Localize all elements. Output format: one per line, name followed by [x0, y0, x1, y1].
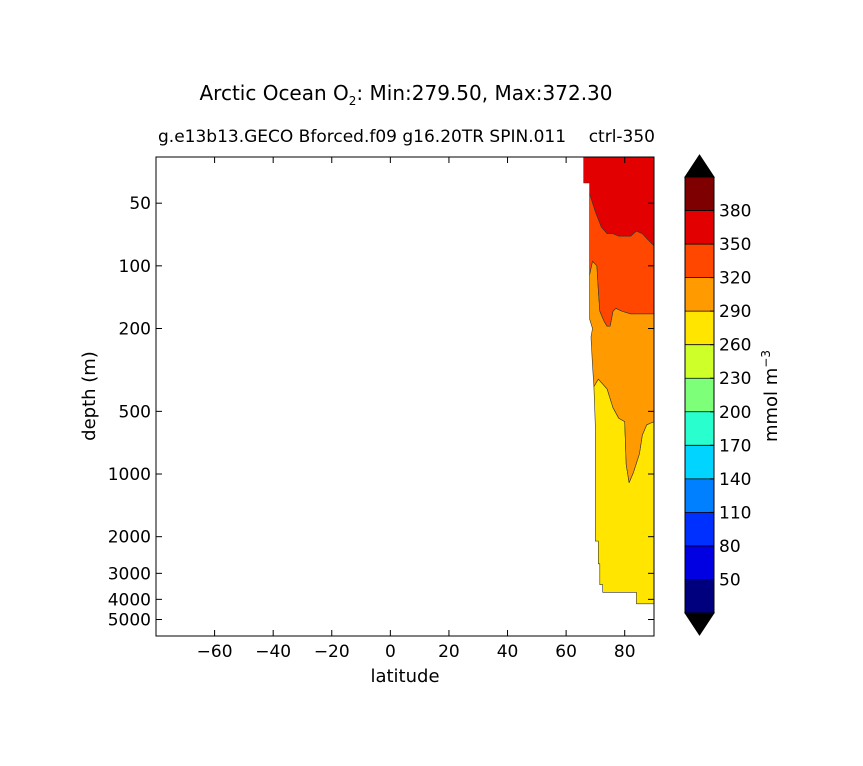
colorbar-tick-label: 230	[719, 369, 751, 389]
colorbar-segment	[685, 177, 714, 211]
colorbar-segment	[685, 244, 714, 278]
x-tick-label: 60	[555, 642, 577, 662]
colorbar-segment	[685, 344, 714, 379]
colorbar-segment	[685, 512, 714, 546]
chart-title-suffix: : Min:279.50, Max:372.30	[356, 81, 612, 105]
y-tick-label: 50	[129, 194, 151, 214]
colorbar-segment	[685, 445, 714, 479]
colorbar-segment	[685, 210, 714, 245]
x-tick-label: 40	[497, 642, 519, 662]
colorbar-tick-label: 350	[719, 235, 751, 255]
x-tick-label: −20	[314, 642, 350, 662]
plot-area	[156, 157, 654, 636]
colorbar: 50 80 110 140 170 200 230 260 290 320 350 380	[684, 154, 751, 636]
colorbar-tick-label: 320	[719, 269, 751, 289]
chart-title-subscript: 2	[349, 94, 357, 108]
y-tick-label: 100	[119, 257, 151, 277]
y-tick-label: 5000	[108, 611, 151, 631]
colorbar-segment	[685, 311, 714, 345]
y-tick-label: 4000	[108, 590, 151, 610]
colorbar-label: mmol m−3	[759, 350, 782, 442]
x-tick-label: 0	[385, 642, 396, 662]
colorbar-segment	[685, 378, 714, 412]
y-tick-label: 500	[119, 402, 151, 422]
y-tick-label: 3000	[108, 564, 151, 584]
y-tick-label: 200	[119, 320, 151, 340]
colorbar-segment	[685, 579, 714, 613]
chart-title-prefix: Arctic Ocean O	[199, 81, 348, 105]
colorbar-tick-label: 50	[719, 570, 741, 590]
contour-region-3	[583, 157, 654, 246]
x-tick-label: 20	[438, 642, 460, 662]
colorbar-segment	[685, 411, 714, 446]
x-axis-label: latitude	[370, 666, 439, 687]
colorbar-tick-label: 80	[719, 537, 741, 557]
colorbar-tick-label: 110	[719, 503, 751, 523]
colorbar-tick-label: 380	[719, 202, 751, 222]
colorbar-segment	[685, 277, 714, 312]
y-axis-label: depth (m)	[79, 351, 100, 441]
chart-subtitle-right: ctrl-350	[589, 127, 655, 147]
y-tick-label: 2000	[108, 528, 151, 548]
colorbar-tick-label: 290	[719, 302, 751, 322]
chart-title: Arctic Ocean O2: Min:279.50, Max:372.30	[199, 81, 612, 108]
colorbar-under-arrow	[684, 612, 715, 636]
colorbar-label-base: mmol m	[761, 368, 782, 442]
colorbar-frame	[684, 176, 715, 614]
colorbar-tick-label: 200	[719, 403, 751, 423]
x-axis: −60 −40 −20 0 20 40 60 80	[197, 157, 636, 662]
colorbar-segment	[685, 478, 714, 513]
colorbar-segment	[685, 545, 714, 580]
x-tick-label: −40	[255, 642, 291, 662]
x-tick-label: −60	[197, 642, 233, 662]
colorbar-tick-label: 260	[719, 336, 751, 356]
colorbar-over-arrow	[684, 154, 715, 178]
plot-frame	[155, 156, 655, 637]
colorbar-label-exponent: −3	[759, 350, 773, 368]
colorbar-tick-label: 140	[719, 470, 751, 490]
colorbar-tick-label: 170	[719, 436, 751, 456]
contour-regions	[583, 157, 654, 605]
x-tick-label: 80	[614, 642, 636, 662]
y-tick-label: 1000	[108, 465, 151, 485]
chart-subtitle-left: g.e13b13.GECO Bforced.f09 g16.20TR SPIN.…	[158, 127, 566, 147]
